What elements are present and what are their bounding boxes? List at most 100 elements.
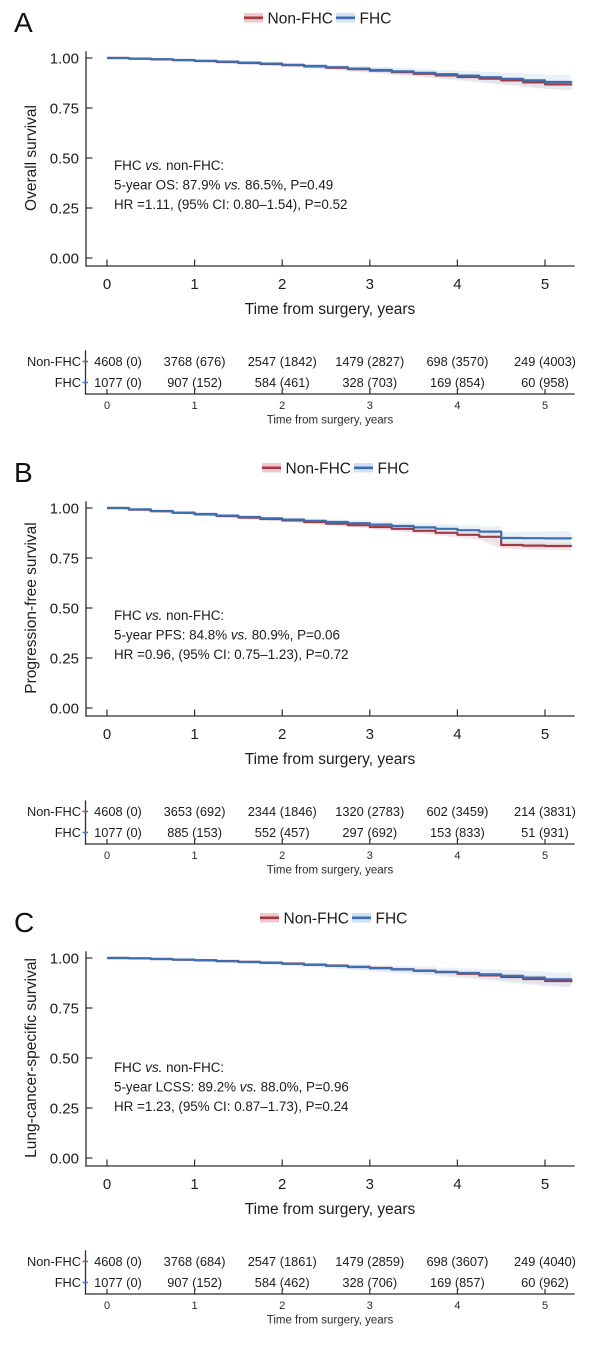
y-tick-label: 0.50 — [50, 1050, 79, 1067]
risk-x-tick-label: 4 — [454, 850, 460, 862]
annotation-line3: HR =1.23, (95% CI: 0.87–1.73), P=0.24 — [114, 1099, 349, 1114]
legend-label: Non-FHC — [284, 910, 349, 927]
axes: 1.00 0.75 0.50 0.25 0.00 0 1 2 3 4 5 — [50, 50, 575, 293]
annotation-text-part: 5-year OS: 87.9% — [114, 178, 224, 193]
risk-count-cell: 907 (152) — [167, 1275, 222, 1290]
x-tick-label: 5 — [541, 1176, 549, 1193]
risk-row-label: Non-FHC — [27, 354, 81, 369]
y-tick-label: 0.75 — [50, 100, 79, 117]
y-tick-label: 1.00 — [50, 50, 79, 67]
risk-count-cell: 328 (703) — [342, 375, 397, 390]
panel-letter: B — [14, 457, 33, 488]
risk-x-tick-label: 0 — [104, 850, 110, 862]
legend-label: FHC — [378, 460, 410, 477]
legend: Non-FHC FHC — [244, 10, 391, 27]
x-tick-label: 1 — [190, 276, 198, 293]
x-tick-label: 2 — [278, 1176, 286, 1193]
y-axis-label: Lung-cancer-specific survival — [23, 958, 40, 1158]
x-tick-label: 2 — [278, 276, 286, 293]
risk-count-cell: 1320 (2783) — [335, 804, 404, 819]
risk-x-tick-label: 3 — [367, 400, 373, 412]
risk-x-tick-label: 4 — [454, 400, 460, 412]
x-tick-label: 5 — [541, 276, 549, 293]
annotation-italic-part: vs. — [145, 158, 162, 173]
risk-count-cell: 1077 (0) — [94, 825, 142, 840]
risk-count-cell: 60 (958) — [521, 375, 569, 390]
x-tick-label: 2 — [278, 726, 286, 743]
risk-count-cell: 297 (692) — [342, 825, 397, 840]
x-axis-title: Time from surgery, years — [245, 1201, 416, 1218]
risk-row-label: FHC — [55, 825, 81, 840]
risk-count-cell: 602 (3459) — [426, 804, 488, 819]
km-curve-non-fhc — [107, 56, 573, 86]
y-tick-label: 0.50 — [50, 150, 79, 167]
x-axis-title: Time from surgery, years — [245, 301, 416, 318]
x-tick-label: 4 — [453, 276, 461, 293]
risk-count-cell: 1479 (2859) — [335, 1254, 404, 1269]
panel-letter: A — [14, 7, 33, 38]
annotation-line3: HR =0.96, (95% CI: 0.75–1.23), P=0.72 — [114, 647, 348, 662]
annotation-line1: FHC vs. non-FHC: — [114, 1060, 224, 1075]
y-tick-label: 0.00 — [50, 700, 79, 717]
risk-count-cell: 698 (3607) — [426, 1254, 488, 1269]
risk-x-tick-label: 5 — [542, 400, 548, 412]
x-tick-label: 0 — [103, 726, 111, 743]
annotation-text-part: 88.0%, P=0.96 — [257, 1080, 349, 1095]
y-tick-label: 0.25 — [50, 650, 79, 667]
survival-curves — [107, 56, 573, 86]
risk-count-cell: 2344 (1846) — [248, 804, 317, 819]
risk-count-cell: 1077 (0) — [94, 1275, 142, 1290]
x-tick-label: 3 — [366, 726, 374, 743]
risk-count-cell: 3653 (692) — [164, 804, 226, 819]
annotation-line3: HR =1.11, (95% CI: 0.80–1.54), P=0.52 — [114, 197, 348, 212]
confidence-bands — [107, 958, 572, 988]
km-curve-non-fhc — [107, 506, 573, 548]
annotation-line2: 5-year OS: 87.9% vs. 86.5%, P=0.49 — [114, 178, 333, 193]
panel-lung-cancer-specific-survival: C Non-FHC FHC Lung-cancer-specific surviv… — [14, 907, 576, 1327]
annotation-text-part: non-FHC: — [162, 1060, 224, 1075]
km-curve-fhc — [107, 56, 573, 84]
risk-count-cell: 907 (152) — [167, 375, 222, 390]
risk-count-cell: 3768 (676) — [164, 354, 226, 369]
y-tick-label: 0.25 — [50, 1100, 79, 1117]
survival-curves — [107, 506, 573, 548]
panel-progression-free-survival: B Non-FHC FHC Progression-free survival 1… — [14, 457, 576, 877]
risk-x-tick-label: 2 — [279, 400, 285, 412]
risk-count-cell: 2547 (1842) — [248, 354, 317, 369]
annotation-line2: 5-year PFS: 84.8% vs. 80.9%, P=0.06 — [114, 628, 340, 643]
risk-count-cell: 169 (857) — [430, 1275, 485, 1290]
km-curve-fhc — [107, 506, 573, 540]
risk-count-cell: 153 (833) — [430, 825, 485, 840]
x-tick-label: 1 — [190, 726, 198, 743]
risk-x-tick-label: 1 — [192, 400, 198, 412]
risk-table: 0 1 2 3 4 5 Non-FHC 4608 (0) 3768 (684) 2547 (186… — [27, 1250, 576, 1312]
risk-row-label: Non-FHC — [27, 804, 81, 819]
annotation-text-part: FHC — [114, 608, 145, 623]
risk-count-cell: 328 (706) — [342, 1275, 397, 1290]
legend-label: FHC — [376, 910, 408, 927]
annotation-text-part: 5-year PFS: 84.8% — [114, 628, 231, 643]
x-tick-label: 1 — [190, 1176, 198, 1193]
y-tick-label: 1.00 — [50, 500, 79, 517]
ci-band-fhc — [107, 58, 572, 91]
risk-count-cell: 4608 (0) — [94, 1254, 142, 1269]
annotation-italic-part: vs. — [231, 628, 248, 643]
annotation-text-part: non-FHC: — [162, 608, 224, 623]
risk-count-cell: 169 (854) — [430, 375, 485, 390]
annotation-text-part: FHC — [114, 1060, 145, 1075]
axes: 1.00 0.75 0.50 0.25 0.00 0 1 2 3 4 5 — [50, 950, 575, 1193]
annotation-italic-part: vs. — [240, 1080, 257, 1095]
legend-label: Non-FHC — [268, 10, 333, 27]
risk-count-cell: 51 (931) — [521, 825, 569, 840]
y-tick-label: 0.75 — [50, 550, 79, 567]
y-axis-label: Overall survival — [23, 105, 40, 211]
axes: 1.00 0.75 0.50 0.25 0.00 0 1 2 3 4 5 — [50, 500, 575, 743]
risk-count-cell: 4608 (0) — [94, 804, 142, 819]
risk-table-x-title: Time from surgery, years — [267, 415, 394, 427]
survival-curves — [107, 956, 573, 983]
risk-count-cell: 1479 (2827) — [335, 354, 404, 369]
risk-count-cell: 1077 (0) — [94, 375, 142, 390]
risk-x-tick-label: 0 — [104, 400, 110, 412]
panel-letter: C — [14, 907, 34, 938]
x-tick-label: 5 — [541, 726, 549, 743]
